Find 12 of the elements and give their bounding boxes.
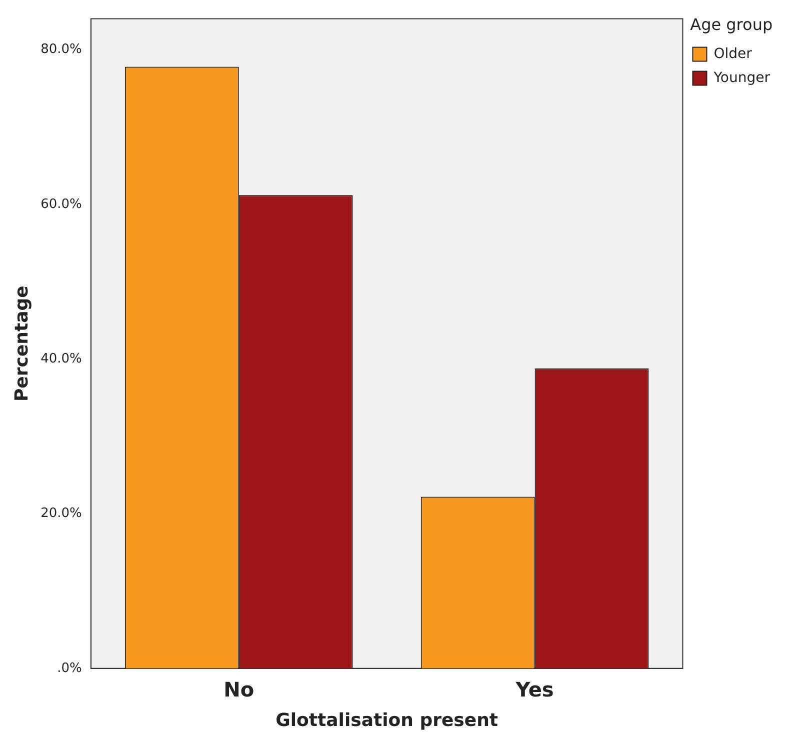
legend-label: Older (714, 46, 752, 62)
y-tick-label: 20.0% (40, 506, 82, 522)
x-tick-label: No (224, 678, 254, 702)
y-tick-label: 80.0% (40, 42, 82, 58)
y-axis-title: Percentage (11, 286, 32, 402)
y-tick-label: .0% (57, 660, 82, 676)
x-axis-title: Glottalisation present (276, 710, 498, 731)
y-tick-label: 40.0% (40, 351, 82, 366)
legend-label: Younger (712, 70, 770, 86)
legend-title: Age group (690, 15, 773, 34)
y-tick-label: 60.0% (40, 196, 82, 212)
x-tick-label: Yes (514, 678, 554, 702)
